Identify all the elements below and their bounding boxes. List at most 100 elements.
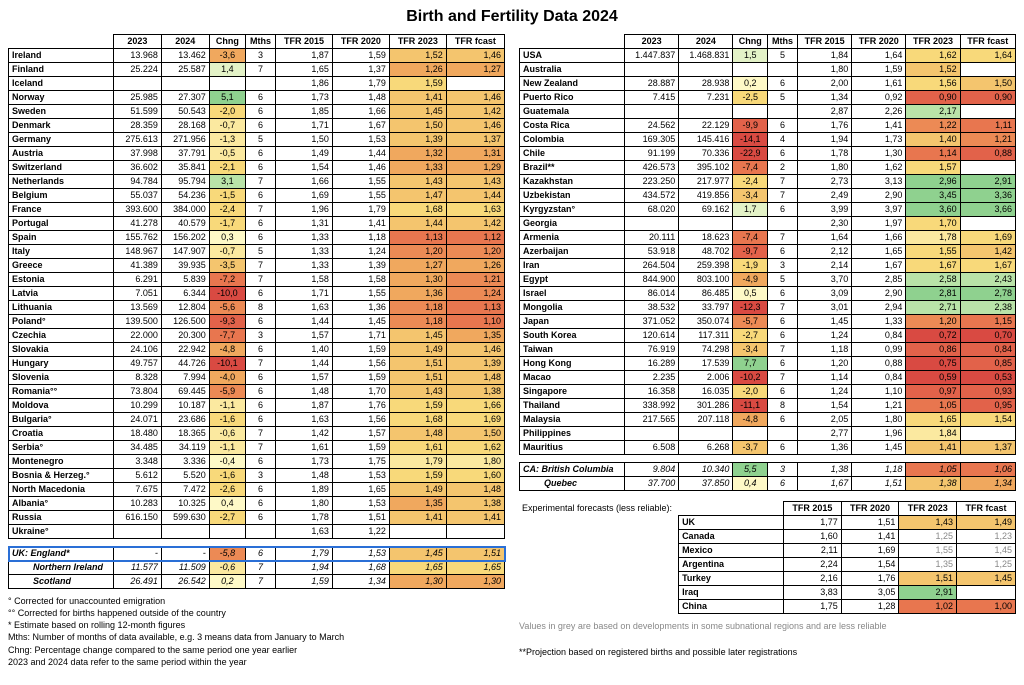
cell: 1,41 — [389, 511, 446, 525]
cell: -1,1 — [209, 441, 245, 455]
cell: 7 — [246, 561, 276, 575]
cell: 53.918 — [625, 245, 679, 259]
cell: Turkey — [679, 572, 784, 586]
grey-note: Values in grey are based on developments… — [519, 620, 1016, 632]
cell: - — [114, 547, 162, 561]
cell: 50.543 — [161, 105, 209, 119]
cell — [733, 63, 768, 77]
cell: 1,56 — [332, 413, 389, 427]
col-header — [520, 35, 625, 49]
cell: 3,36 — [960, 189, 1015, 203]
cell: 6.344 — [161, 287, 209, 301]
table-row: Kazakhstan223.250217.977-2,472,733,132,9… — [520, 175, 1016, 189]
cell: 350.074 — [679, 315, 733, 329]
cell: 0,88 — [960, 147, 1015, 161]
col-header: Mths — [768, 35, 798, 49]
table-row: New Zealand28.88728.9380,262,001,611,561… — [520, 77, 1016, 91]
cell: Israel — [520, 287, 625, 301]
cell: 1,30 — [446, 575, 504, 589]
cell: 68.020 — [625, 203, 679, 217]
cell: Denmark — [9, 119, 114, 133]
cell: 1,55 — [906, 245, 960, 259]
table-row: Montenegro3.3483.336-0,461,731,751,791,8… — [9, 455, 505, 469]
cell: -9,3 — [209, 315, 245, 329]
cell: 1,80 — [852, 413, 906, 427]
cell: 1,26 — [446, 259, 504, 273]
cell: 16.289 — [625, 357, 679, 371]
cell: 1,55 — [332, 287, 389, 301]
cell: 1,55 — [899, 544, 957, 558]
cell: 1,22 — [906, 119, 960, 133]
cell: 1,54 — [798, 399, 852, 413]
cell: 44.726 — [161, 357, 209, 371]
cell: 37.998 — [114, 147, 162, 161]
cell: -1,5 — [209, 189, 245, 203]
table-row: Ukraine°1,631,22 — [9, 525, 505, 539]
cell: -1,3 — [209, 133, 245, 147]
cell: 1,21 — [852, 399, 906, 413]
cell — [960, 63, 1015, 77]
cell: 1,45 — [389, 329, 446, 343]
cell: 86.014 — [625, 287, 679, 301]
table-row: Scotland26.49126.5420,271,591,341,301,30 — [9, 575, 505, 589]
cell: 22.000 — [114, 329, 162, 343]
cell: Switzerland — [9, 161, 114, 175]
cell: 2,71 — [906, 301, 960, 315]
right-column: 20232024ChngMthsTFR 2015TFR 2020TFR 2023… — [519, 34, 1016, 668]
cell: 10.325 — [161, 497, 209, 511]
cell: 1,48 — [446, 483, 504, 497]
cell: 1,69 — [841, 544, 899, 558]
cell: 1,13 — [389, 231, 446, 245]
table-row: Italy148.967147.907-0,751,331,241,201,20 — [9, 245, 505, 259]
cell: 1,41 — [446, 511, 504, 525]
table-row: Germany275.613271.956-1,351,501,531,391,… — [9, 133, 505, 147]
cell: 17.539 — [679, 357, 733, 371]
cell — [246, 525, 276, 539]
cell: -2,7 — [733, 329, 768, 343]
cell: 1,51 — [841, 516, 899, 530]
table-row: Egypt844.900803.100-4,953,702,852,582,43 — [520, 273, 1016, 287]
cell: 0,4 — [733, 477, 768, 491]
cell: 1,87 — [276, 399, 333, 413]
cell: Lithuania — [9, 301, 114, 315]
cell: 2,38 — [960, 301, 1015, 315]
cell: 26.542 — [161, 575, 209, 589]
cell: 1,66 — [852, 231, 906, 245]
cell — [446, 525, 504, 539]
table-row: Costa Rica24.56222.129-9,961,761,411,221… — [520, 119, 1016, 133]
cell: 1,70 — [906, 217, 960, 231]
footnote-line: ° Corrected for unaccounted emigration — [8, 595, 505, 607]
cell: 1,67 — [852, 259, 906, 273]
cell: 7 — [246, 273, 276, 287]
page-title: Birth and Fertility Data 2024 — [8, 8, 1016, 26]
cell: 1,40 — [906, 133, 960, 147]
cell: 6 — [246, 483, 276, 497]
cell: 86.485 — [679, 287, 733, 301]
footnote-line: Chng: Percentage change compared to the … — [8, 644, 505, 656]
cell: 33.797 — [679, 301, 733, 315]
cell: Netherlands — [9, 175, 114, 189]
cell: 18.480 — [114, 427, 162, 441]
cell: 6 — [246, 161, 276, 175]
table-row: Colombia169.305145.416-14,141,941,731,40… — [520, 133, 1016, 147]
cell: 1,24 — [446, 287, 504, 301]
cell: 0,95 — [960, 399, 1015, 413]
cell: 1,36 — [332, 301, 389, 315]
cell — [679, 217, 733, 231]
cell: 7.415 — [625, 91, 679, 105]
cell: 1,35 — [389, 497, 446, 511]
cell: 34.119 — [161, 441, 209, 455]
cell: 1,38 — [446, 497, 504, 511]
cell: 24.071 — [114, 413, 162, 427]
cell: 1,59 — [389, 77, 446, 91]
table-row: Mongolia38.53233.797-12,373,012,942,712,… — [520, 301, 1016, 315]
cell: 37.700 — [625, 477, 679, 491]
cell: 1,68 — [389, 203, 446, 217]
table-row: USA1.447.8371.468.8311,551,841,641,621,6… — [520, 49, 1016, 63]
cell: 1,62 — [446, 441, 504, 455]
cell: 1,40 — [276, 343, 333, 357]
left-table: 20232024ChngMthsTFR 2015TFR 2020TFR 2023… — [8, 34, 505, 589]
cell: 1,24 — [332, 245, 389, 259]
cell: 1,10 — [852, 385, 906, 399]
cell: Egypt — [520, 273, 625, 287]
